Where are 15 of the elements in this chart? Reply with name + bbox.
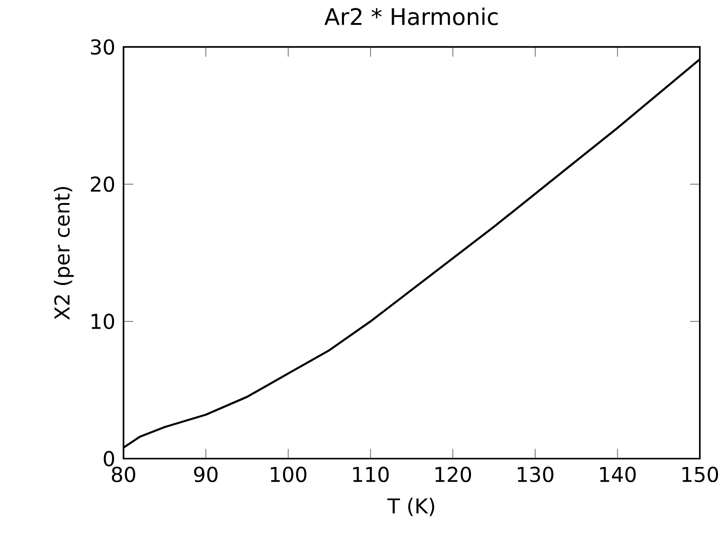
x-tick-label: 80 xyxy=(112,466,136,482)
x-tick-label: 120 xyxy=(436,466,472,482)
y-axis-title: X2 (per cent) xyxy=(54,187,74,320)
x-tick-label: 100 xyxy=(270,466,306,482)
x-tick-label: 150 xyxy=(682,466,718,482)
x-tick-label: 140 xyxy=(600,466,636,482)
y-tick-label: 0 xyxy=(104,451,114,467)
x-axis-title: T (K) xyxy=(387,498,434,516)
y-tick-label: 10 xyxy=(92,314,114,330)
chart-title: Ar2 * Harmonic xyxy=(324,8,498,26)
x-tick-label: 110 xyxy=(353,466,389,482)
y-tick-label: 30 xyxy=(90,39,114,55)
y-tick-label: 20 xyxy=(90,176,114,192)
x-tick-label: 130 xyxy=(518,466,554,482)
x-tick-label: 90 xyxy=(194,466,218,482)
